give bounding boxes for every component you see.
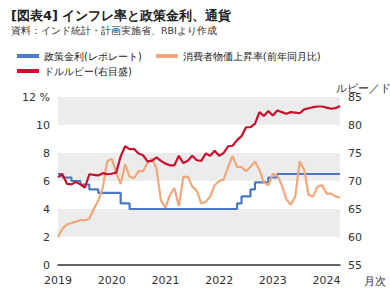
- svg-text:65: 65: [348, 203, 362, 216]
- svg-text:70: 70: [348, 175, 362, 188]
- svg-text:2019: 2019: [44, 274, 72, 287]
- svg-text:2023: 2023: [259, 274, 287, 287]
- svg-text:2: 2: [43, 231, 50, 244]
- svg-text:10: 10: [36, 119, 50, 132]
- svg-text:[図表4] インフレ率と政策金利、通貨: [図表4] インフレ率と政策金利、通貨: [11, 8, 232, 23]
- svg-text:消費者物価上昇率(前年同月比): 消費者物価上昇率(前年同月比): [183, 51, 321, 62]
- svg-text:75: 75: [348, 147, 362, 160]
- svg-text:ドルルピー(右目盛): ドルルピー(右目盛): [44, 66, 132, 77]
- svg-text:80: 80: [348, 119, 362, 132]
- svg-text:資料：インド統計・計画実施省、RBIより作成: 資料：インド統計・計画実施省、RBIより作成: [11, 25, 217, 36]
- svg-text:2020: 2020: [98, 274, 126, 287]
- svg-text:12 %: 12 %: [22, 91, 50, 104]
- svg-text:月次: 月次: [364, 275, 386, 288]
- svg-text:6: 6: [43, 175, 50, 188]
- svg-text:60: 60: [348, 231, 362, 244]
- svg-text:2021: 2021: [151, 274, 179, 287]
- svg-text:政策金利(レポレート): 政策金利(レポレート): [44, 51, 142, 62]
- svg-text:ルピー／ドル: ルピー／ドル: [336, 82, 390, 95]
- svg-text:8: 8: [43, 147, 50, 160]
- svg-text:0: 0: [43, 259, 50, 272]
- svg-text:55: 55: [348, 259, 362, 272]
- svg-text:85: 85: [348, 91, 362, 104]
- svg-text:4: 4: [43, 203, 50, 216]
- svg-text:2024: 2024: [313, 274, 341, 287]
- svg-text:2022: 2022: [205, 274, 233, 287]
